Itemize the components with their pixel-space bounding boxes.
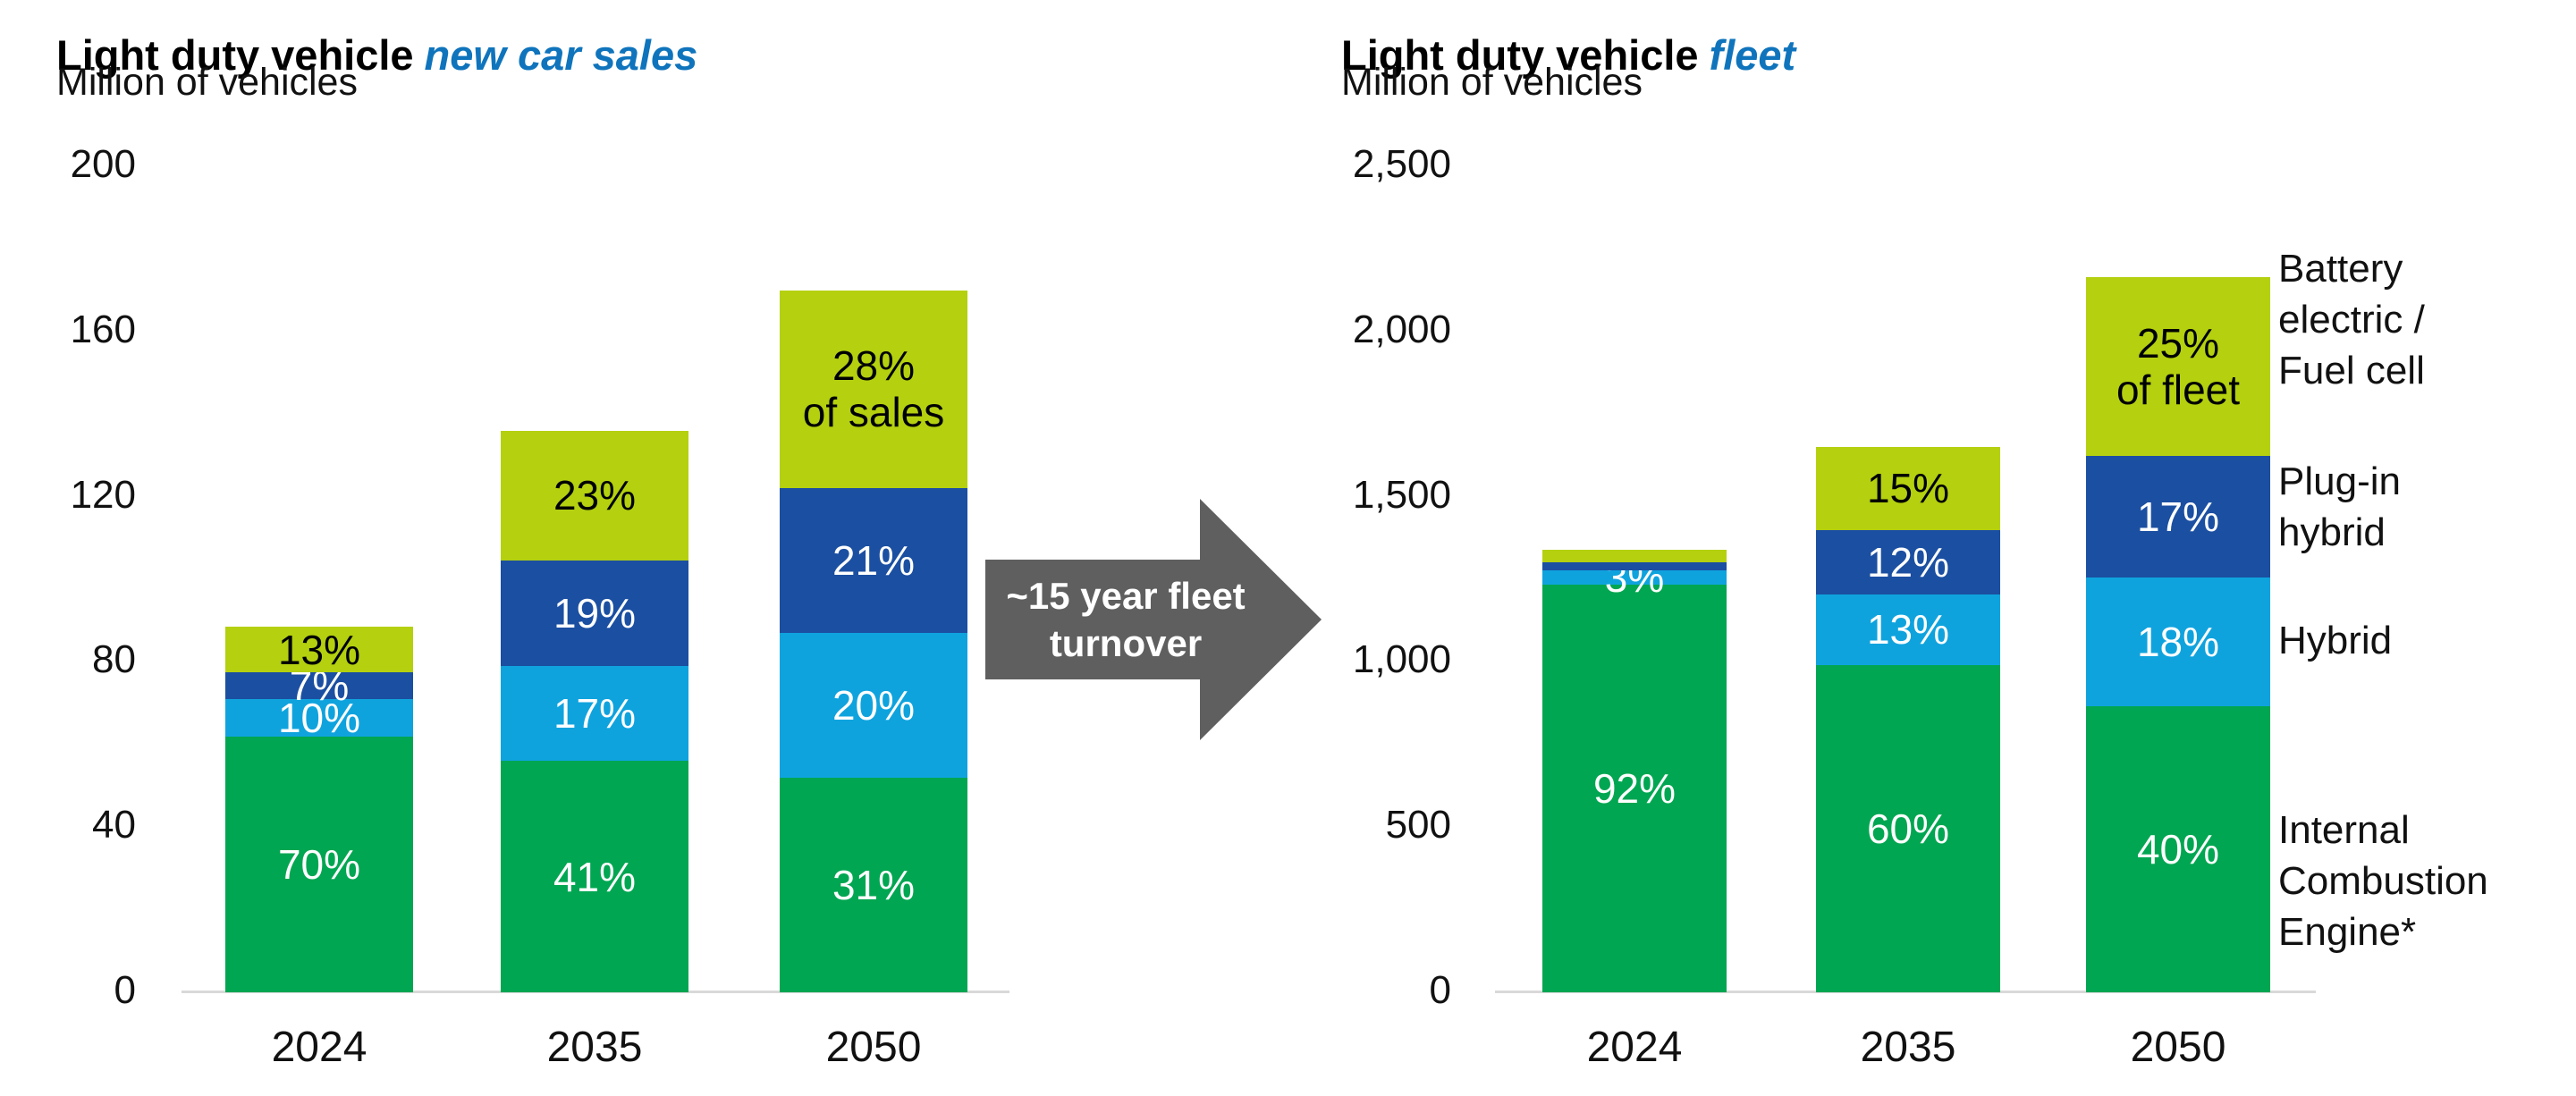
fleet-y-tick-0: 0 (1429, 968, 1451, 1012)
sales-bar-2050-segment-bev (780, 290, 967, 489)
sales-y-tick-160: 160 (70, 307, 136, 351)
fleet-x-tick-2035: 2035 (1860, 1024, 1956, 1071)
sales-chart-subtitle: Million of vehicles (56, 61, 358, 104)
sales-bar-2050-segment-hybrid (780, 633, 967, 778)
fleet-title-accent: fleet (1709, 31, 1796, 80)
fleet-y-tick-1,000: 1,000 (1352, 637, 1451, 682)
arrow-head-icon (1200, 499, 1322, 740)
sales-y-tick-40: 40 (92, 803, 136, 847)
fleet-turnover-arrow: ~15 year fleet turnover (985, 499, 1322, 740)
fleet-bar-2024-segment-phev (1542, 561, 1727, 570)
sales-x-tick-2050: 2050 (825, 1024, 922, 1071)
sales-bar-2035-segment-ice (501, 761, 688, 992)
sales-bar-2035-segment-hybrid (501, 666, 688, 762)
fleet-bar-2035-segment-hybrid (1816, 594, 2000, 666)
fleet-y-tick-2,500: 2,500 (1352, 142, 1451, 186)
fleet-title-main: Light duty vehicle (1341, 31, 1699, 80)
fleet-bar-2024-segment-ice (1542, 584, 1727, 992)
fleet-y-tick-1,500: 1,500 (1352, 472, 1451, 517)
sales-y-tick-80: 80 (92, 637, 136, 682)
arrow-label: ~15 year fleet turnover (1006, 575, 1246, 664)
fleet-y-tick-500: 500 (1385, 803, 1451, 847)
fleet-bar-2050-segment-phev (2086, 455, 2270, 578)
sales-bar-2024-segment-phev (225, 671, 413, 699)
sales-bar-2024-segment-hybrid (225, 698, 413, 737)
fleet-y-tick-2,000: 2,000 (1352, 307, 1451, 351)
fleet-bar-2035-segment-bev (1816, 447, 2000, 530)
sales-bar-2024-segment-bev (225, 627, 413, 672)
sales-bar-2035-segment-phev (501, 561, 688, 666)
sales-title-accent: new car sales (424, 31, 698, 80)
fleet-bar-2024-segment-hybrid (1542, 569, 1727, 585)
fleet-bar-2050-segment-bev (2086, 276, 2270, 456)
sales-x-tick-2024: 2024 (271, 1024, 367, 1071)
sales-bar-2050-segment-ice (780, 777, 967, 992)
fleet-bar-2024-segment-bev (1542, 549, 1727, 562)
sales-chart-title: Light duty vehicle new car sales (56, 28, 697, 83)
fleet-bar-2050-segment-hybrid (2086, 577, 2270, 706)
sales-bar-2024-segment-ice (225, 736, 413, 992)
legend-item-internal-combustion-engine: Internal Combustion Engine* (2278, 808, 2488, 954)
fleet-bar-2035-segment-ice (1816, 665, 2000, 992)
fleet-chart-subtitle: Million of vehicles (1341, 61, 1643, 104)
sales-bar-2050-segment-phev (780, 488, 967, 634)
fleet-x-tick-2024: 2024 (1586, 1024, 1683, 1071)
sales-y-tick-200: 200 (70, 142, 136, 186)
fleet-bar-2035-segment-phev (1816, 529, 2000, 594)
fleet-x-tick-2050: 2050 (2130, 1024, 2226, 1071)
fleet-bar-2050-segment-ice (2086, 705, 2270, 992)
sales-title-main: Light duty vehicle (56, 31, 414, 80)
legend-item-hybrid: Hybrid (2278, 619, 2393, 662)
legend-item-plug-in-hybrid: Plug-in hybrid (2278, 459, 2401, 554)
legend-item-battery-electric-fuel-cell: Battery electric / Fuel cell (2278, 247, 2425, 392)
sales-x-tick-2035: 2035 (546, 1024, 643, 1071)
sales-y-tick-0: 0 (114, 968, 136, 1012)
fleet-chart-title: Light duty vehicle fleet (1341, 28, 1795, 83)
sales-bar-2035-segment-bev (501, 430, 688, 561)
arrow-body (985, 560, 1200, 679)
sales-y-tick-120: 120 (70, 472, 136, 517)
